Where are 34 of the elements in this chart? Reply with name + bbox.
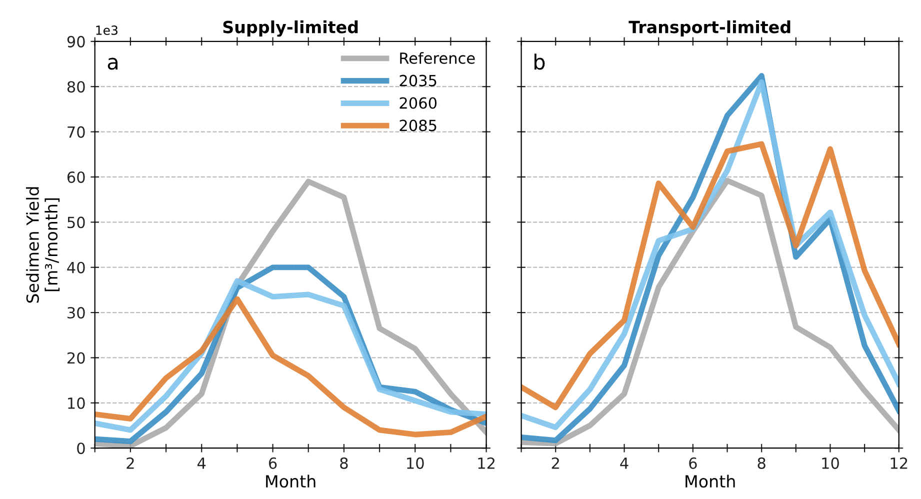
x-tick-label: 12 [478,457,494,469]
y-tick-label: 30 [68,307,85,319]
y-tick-label: 80 [67,81,85,93]
chart-title: Transport-limited [628,20,790,37]
y-tick-label: 10 [68,397,85,409]
y-tick-label: 20 [68,352,85,364]
x-tick-label: 8 [340,457,348,469]
x-tick-label: 10 [822,457,839,469]
legend-label: Reference [400,52,475,64]
y-axis-title: Sedimen Yield [m³/month] [26,187,60,303]
chart-title: Supply-limited [223,20,358,37]
x-tick-label: 2 [126,457,134,469]
x-tick-label: 12 [890,457,908,469]
x-tick-label: 4 [620,458,628,469]
x-tick-label: 8 [758,457,766,469]
y-tick-label: 60 [67,171,85,183]
y-tick-label: 50 [68,216,85,228]
y-tick-label: 40 [67,262,85,274]
x-tick-label: 6 [689,457,697,469]
x-tick-label: 6 [268,457,277,469]
text: 1e3 [96,25,118,35]
x-tick-label: 2 [552,457,559,469]
x-tick-label: 4 [198,458,206,469]
x-tick-label: 10 [407,457,424,469]
annotation: a [108,58,118,70]
y-tick-label: 0 [77,442,85,454]
annotation: b [534,54,545,70]
legend-label: 2035 [400,74,436,86]
x-axis-title: Month [686,474,735,488]
x-axis-title: Month [266,474,316,488]
legend-label: 2085 [400,120,436,132]
y-tick-label: 70 [68,126,85,138]
y-tick-label: 90 [67,36,85,48]
legend-label: 2060 [400,97,437,109]
